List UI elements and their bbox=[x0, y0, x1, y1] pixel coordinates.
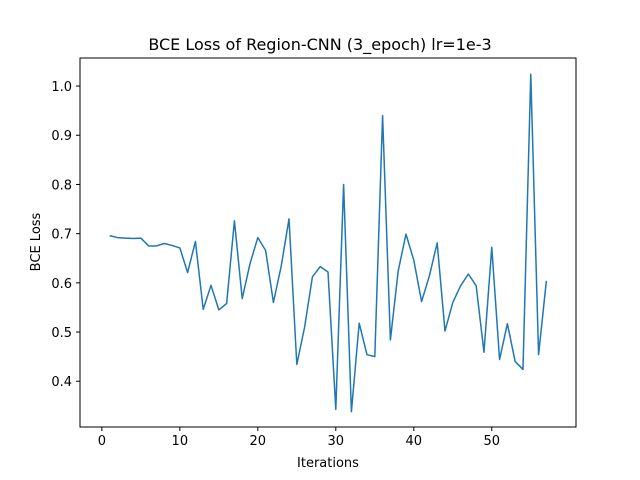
y-tick-label: 0.9 bbox=[51, 129, 72, 144]
y-tick-label: 0.7 bbox=[51, 228, 72, 243]
chart-title: BCE Loss of Region-CNN (3_epoch) lr=1e-3 bbox=[148, 35, 491, 55]
y-tick-label: 0.8 bbox=[51, 178, 72, 193]
y-tick-label: 0.5 bbox=[51, 326, 72, 341]
y-tick-label: 0.4 bbox=[51, 375, 72, 390]
x-tick-label: 10 bbox=[172, 434, 189, 449]
x-tick-label: 20 bbox=[250, 434, 267, 449]
y-tick-label: 1.0 bbox=[51, 80, 72, 95]
y-axis-label: BCE Loss bbox=[29, 212, 44, 271]
x-axis-label: Iterations bbox=[297, 456, 359, 471]
loss-series-line bbox=[109, 73, 548, 413]
y-tick-label: 0.6 bbox=[51, 277, 72, 292]
y-axis-ticks: 0.4 0.5 0.6 0.7 0.8 0.9 1.0 bbox=[51, 80, 80, 390]
plot-area bbox=[79, 57, 577, 428]
x-tick-label: 30 bbox=[328, 434, 345, 449]
x-tick-label: 0 bbox=[98, 434, 106, 449]
x-tick-label: 50 bbox=[484, 434, 501, 449]
x-tick-label: 40 bbox=[406, 434, 423, 449]
x-axis-ticks: 0 10 20 30 40 50 bbox=[98, 427, 500, 449]
